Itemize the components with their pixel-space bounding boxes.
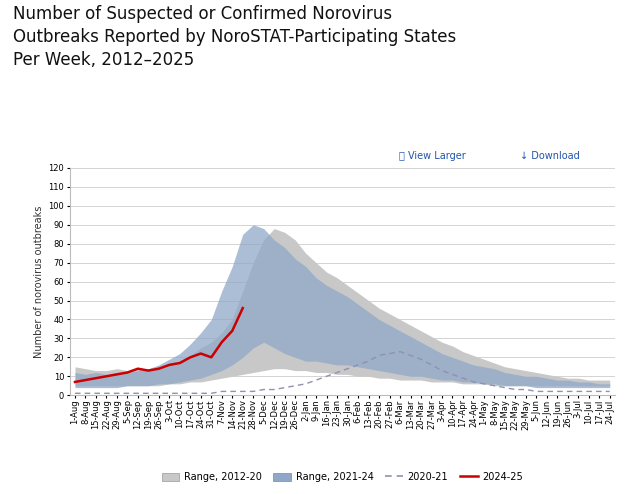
Y-axis label: Number of norovirus outbreaks: Number of norovirus outbreaks [34,206,44,358]
Text: ⌕ View Larger: ⌕ View Larger [399,151,466,161]
Text: Number of Suspected or Confirmed Norovirus
Outbreaks Reported by NoroSTAT-Partic: Number of Suspected or Confirmed Norovir… [13,5,456,69]
Text: ↓ Download: ↓ Download [520,151,579,161]
Legend: Range, 2012-20, Range, 2021-24, 2020-21, 2024-25: Range, 2012-20, Range, 2021-24, 2020-21,… [158,468,527,486]
